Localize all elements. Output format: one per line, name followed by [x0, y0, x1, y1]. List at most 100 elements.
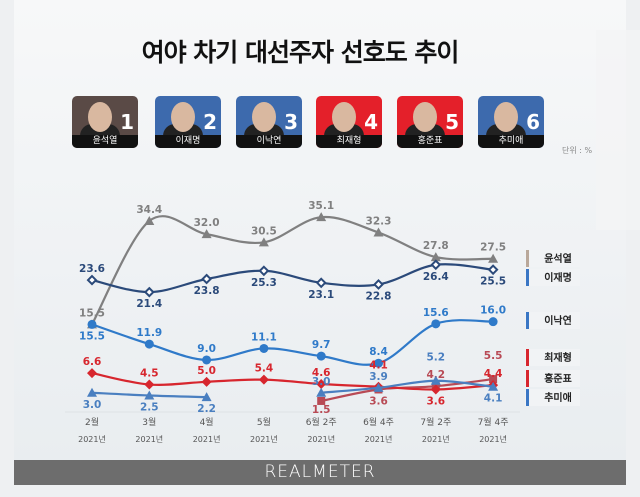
data-point-triangle	[144, 390, 155, 400]
data-point-open-diamond	[258, 265, 270, 277]
candidate-photo-card: 2 이재명	[155, 96, 221, 148]
legend-label: 추미애	[544, 391, 572, 404]
data-point-diamond	[316, 379, 327, 390]
legend-item-bg	[525, 389, 580, 406]
data-label: 5.2	[426, 352, 445, 364]
x-tick-label: 6월 4주	[363, 416, 394, 428]
data-point-circle	[259, 343, 269, 353]
data-point-diamond	[258, 374, 269, 385]
data-label: 15.6	[423, 307, 449, 319]
candidate-name: 이재명	[155, 135, 221, 148]
data-label: 3.0	[83, 399, 102, 411]
data-label: 4.2	[426, 369, 445, 381]
candidate-name: 이낙연	[236, 135, 302, 148]
candidate-photo-card: 5 홍준표	[397, 96, 463, 148]
legend-color-swatch	[526, 389, 529, 406]
candidate-number: 1	[120, 110, 134, 134]
data-label: 30.5	[251, 225, 277, 237]
legend-label: 이재명	[544, 271, 572, 284]
candidate-name: 추미애	[478, 135, 544, 148]
background-panel	[596, 30, 640, 230]
data-point-circle	[202, 355, 212, 365]
data-label: 16.0	[480, 305, 506, 317]
data-label: 27.8	[423, 240, 449, 252]
data-label: 5.4	[255, 363, 274, 375]
x-tick-year: 2021년	[422, 434, 450, 444]
candidate-photo-card: 4 최재형	[316, 96, 382, 148]
data-label: 5.5	[484, 350, 503, 362]
legend-color-swatch	[526, 349, 529, 366]
x-tick-label: 2월	[85, 416, 99, 428]
x-tick-label: 6월 2주	[306, 416, 337, 428]
x-tick-year: 2021년	[365, 434, 393, 444]
data-label: 4.4	[484, 368, 503, 380]
candidate-number: 2	[203, 110, 217, 134]
legend-color-swatch	[526, 312, 529, 329]
data-label: 15.5	[79, 307, 105, 319]
data-label: 32.0	[194, 217, 220, 229]
data-point-triangle	[488, 253, 499, 263]
x-tick-year: 2021년	[250, 434, 278, 444]
data-label: 9.7	[312, 339, 331, 351]
portrait-face	[332, 102, 356, 132]
legend-label: 이낙연	[544, 314, 572, 327]
data-label: 8.4	[369, 346, 388, 358]
data-point-open-diamond	[373, 279, 384, 290]
candidate-name: 홍준표	[397, 135, 463, 148]
x-tick-label: 3월	[142, 416, 156, 428]
chart-title: 여야 차기 대선주자 선호도 추이	[141, 38, 460, 67]
x-tick-label: 4월	[200, 416, 214, 428]
data-label: 23.1	[308, 289, 334, 301]
data-point-triangle	[87, 387, 97, 397]
data-label: 27.5	[480, 242, 506, 254]
data-label: 3.6	[426, 395, 445, 407]
data-label: 3.6	[369, 395, 388, 407]
x-tick-year: 2021년	[135, 434, 163, 444]
data-point-open-diamond	[201, 273, 213, 285]
data-point-diamond	[430, 384, 441, 395]
legend-label: 홍준표	[544, 372, 572, 385]
data-label: 11.1	[251, 331, 277, 343]
portrait-face	[413, 102, 437, 132]
x-tick-year: 2021년	[307, 434, 335, 444]
portrait-face	[171, 102, 195, 132]
x-tick-year: 2021년	[78, 434, 106, 444]
data-point-square	[489, 375, 498, 384]
data-label: 4.5	[140, 368, 159, 380]
legend-item-bg	[525, 349, 580, 366]
data-label: 9.0	[197, 343, 216, 355]
data-label: 2.5	[140, 401, 159, 413]
x-tick-year: 2021년	[193, 434, 221, 444]
legend-color-swatch	[526, 269, 529, 286]
data-point-circle	[374, 358, 383, 368]
portrait-face	[494, 102, 518, 132]
data-point-triangle	[258, 237, 269, 247]
legend-color-swatch	[526, 250, 529, 267]
data-point-triangle	[488, 381, 499, 391]
data-point-open-diamond	[487, 264, 499, 276]
data-point-diamond	[201, 376, 212, 387]
data-label: 35.1	[308, 200, 334, 212]
data-point-diamond	[144, 379, 155, 390]
data-label: 4.6	[312, 367, 331, 379]
data-label: 26.4	[423, 271, 449, 283]
data-label: 1.5	[312, 404, 331, 416]
data-point-triangle	[316, 212, 327, 222]
candidate-photo-card: 6 추미애	[478, 96, 544, 148]
candidate-number: 5	[445, 110, 459, 134]
data-label: 11.9	[136, 327, 162, 339]
x-tick-year: 2021년	[479, 434, 507, 444]
data-point-triangle	[430, 375, 441, 385]
x-tick-label: 5월	[257, 416, 271, 428]
legend-item-bg	[525, 269, 580, 286]
x-tick-label: 7월 2주	[420, 416, 451, 428]
candidate-photo-card: 1 윤석열	[72, 96, 138, 148]
data-label: 25.5	[480, 276, 506, 288]
x-tick-label: 7월 4주	[478, 416, 509, 428]
data-point-triangle	[201, 229, 212, 239]
candidate-number: 4	[364, 110, 378, 134]
data-label: 25.3	[251, 277, 277, 289]
data-point-circle	[87, 319, 97, 329]
portrait-face	[88, 102, 112, 132]
